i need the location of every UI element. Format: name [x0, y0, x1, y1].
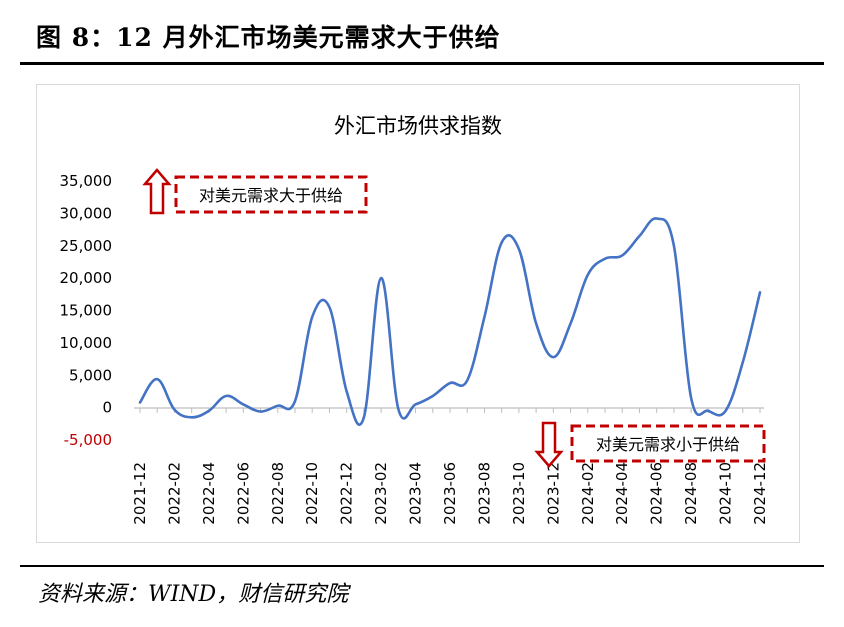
y-tick-label: 15,000	[60, 302, 113, 320]
source-note: 资料来源：WIND，财信研究院	[38, 582, 349, 607]
data-point	[552, 356, 555, 359]
data-point	[724, 410, 727, 413]
data-point	[139, 401, 142, 404]
data-point	[673, 244, 676, 247]
annotation-text-lower: 对美元需求小于供给	[596, 435, 740, 454]
series-layer	[138, 217, 762, 426]
figure-title: 图 8：12 月外汇市场美元需求大于供给	[36, 23, 501, 52]
data-point	[294, 400, 297, 403]
y-tick-label: 10,000	[60, 334, 113, 352]
x-tick-label: 2022-06	[234, 462, 252, 525]
data-point	[242, 403, 245, 406]
data-point	[397, 408, 400, 411]
y-tick-label: 25,000	[60, 237, 113, 255]
y-tick-label: 0	[102, 399, 112, 417]
data-point	[569, 322, 572, 325]
data-point	[483, 316, 486, 319]
y-tick-label: 5,000	[69, 366, 112, 384]
annotation-box-upper	[174, 175, 368, 214]
y-tick-label: 20,000	[60, 269, 113, 287]
data-point	[328, 306, 331, 309]
data-point	[690, 397, 693, 400]
chart-frame	[36, 84, 800, 543]
x-tick-label: 2023-12	[544, 462, 562, 525]
data-point	[518, 248, 521, 251]
series-line-0	[138, 217, 762, 426]
x-tick-label: 2022-08	[269, 462, 287, 525]
data-point	[208, 410, 211, 413]
data-point	[431, 395, 434, 398]
x-axis: 2021-12 2022-02 2022-04 2022-06 2022-08 2022-…	[131, 407, 769, 525]
data-point	[586, 274, 589, 277]
data-point	[535, 322, 538, 325]
x-tick-label: 2022-02	[165, 462, 183, 525]
data-point	[414, 403, 417, 406]
data-point	[466, 379, 469, 382]
x-tick-label: 2024-10	[717, 462, 735, 525]
x-tick-label: 2023-04	[407, 462, 425, 525]
y-axis: 35,000 30,000 25,000 20,000 15,000 10,000 5,00…	[60, 172, 113, 449]
data-point	[741, 361, 744, 364]
x-tick-label: 2021-12	[131, 462, 149, 525]
down-arrow-icon	[534, 421, 564, 468]
x-tick-label: 2024-04	[613, 462, 631, 525]
x-tick-label: 2024-02	[579, 462, 597, 525]
x-tick-label: 2023-08	[475, 462, 493, 525]
chart-title: 外汇市场供求指数	[334, 114, 502, 138]
data-point	[380, 277, 383, 280]
data-point	[363, 416, 366, 419]
data-point	[604, 257, 607, 260]
y-tick-label: -5,000	[64, 431, 112, 449]
data-point	[655, 217, 658, 220]
data-point	[500, 241, 503, 244]
x-tick-label: 2024-12	[751, 462, 769, 525]
x-tick-label: 2023-02	[372, 462, 390, 525]
data-point	[621, 254, 624, 257]
y-tick-label: 35,000	[60, 172, 113, 190]
title-rule	[20, 62, 824, 65]
data-point	[311, 316, 314, 319]
data-point	[276, 404, 279, 407]
data-point	[345, 390, 348, 393]
up-arrow-icon	[142, 168, 172, 215]
x-tick-label: 2023-06	[441, 462, 459, 525]
data-point	[173, 408, 176, 411]
data-point	[225, 395, 228, 398]
data-point	[759, 291, 762, 294]
x-tick-label: 2024-06	[648, 462, 666, 525]
x-tick-label: 2022-04	[200, 462, 218, 525]
annotation-demand-lt-supply: 对美元需求小于供给	[534, 421, 766, 468]
annotation-box-lower	[570, 424, 766, 463]
data-point	[156, 378, 159, 381]
data-point	[707, 410, 710, 413]
data-point	[190, 416, 193, 419]
x-tick-label: 2022-10	[303, 462, 321, 525]
annotation-text-upper: 对美元需求大于供给	[199, 186, 343, 205]
x-tick-label: 2023-10	[510, 462, 528, 525]
x-tick-label: 2022-12	[338, 462, 356, 525]
data-point	[259, 410, 262, 413]
y-tick-label: 30,000	[60, 204, 113, 222]
source-rule	[20, 565, 824, 567]
data-point	[449, 382, 452, 385]
data-point	[638, 235, 641, 238]
annotation-demand-gt-supply: 对美元需求大于供给	[142, 168, 368, 215]
x-tick-label: 2024-08	[682, 462, 700, 525]
